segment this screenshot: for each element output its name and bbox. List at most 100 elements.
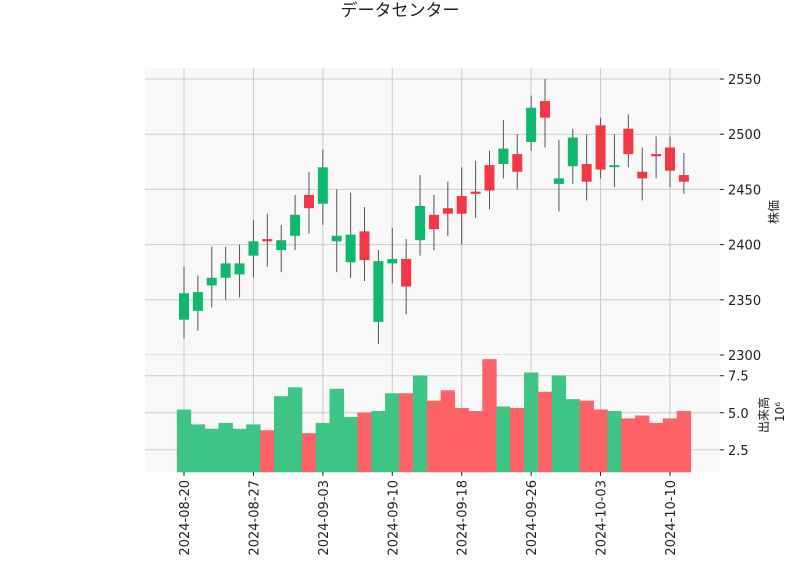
- volume-bar: [454, 408, 469, 473]
- volume-bar: [676, 411, 692, 473]
- price-tick-label: 2350: [728, 294, 761, 309]
- price-tick-label: 2550: [728, 73, 761, 88]
- volume-bar: [537, 391, 553, 473]
- candle-body: [651, 154, 662, 157]
- candle-body: [442, 208, 453, 214]
- candle-body: [540, 101, 551, 118]
- candle-body: [373, 261, 384, 322]
- volume-bar: [565, 399, 580, 473]
- price-panel-background: [145, 68, 720, 355]
- candle-body: [317, 167, 328, 204]
- volume-bar: [357, 412, 372, 473]
- volume-bar: [260, 430, 275, 473]
- candle-body: [290, 214, 301, 236]
- candle-body: [512, 154, 523, 172]
- x-axis: 2024-08-20 2024-08-27 2024-09-03 2024-09-10…: [178, 472, 679, 556]
- volume-bar: [176, 409, 192, 473]
- candle-body: [276, 240, 287, 251]
- x-tick-label: 2024-10-10: [664, 480, 679, 556]
- candle-body: [470, 191, 481, 194]
- candle-body: [665, 147, 675, 171]
- volume-bar: [385, 393, 400, 473]
- candle-body: [331, 235, 342, 242]
- candle-body: [179, 293, 189, 320]
- candle-body: [206, 277, 217, 286]
- volume-bar: [523, 372, 539, 473]
- chart-title: データセンター: [341, 0, 460, 21]
- x-tick-label: 2024-10-03: [595, 480, 610, 556]
- price-tick-label: 2300: [728, 349, 761, 364]
- volume-bar: [551, 375, 567, 473]
- volume-bar: [398, 393, 414, 473]
- volume-bar: [662, 418, 678, 473]
- volume-bar: [204, 428, 219, 473]
- candle-body: [553, 178, 564, 184]
- candle-body: [567, 137, 578, 167]
- candle-body: [623, 128, 634, 155]
- volume-bar: [274, 396, 289, 473]
- candle-body: [192, 292, 203, 311]
- volume-bar: [329, 388, 344, 473]
- volume-bar: [635, 415, 650, 473]
- x-tick-label: 2024-08-20: [178, 480, 193, 556]
- volume-bar: [246, 424, 261, 473]
- candle-body: [220, 263, 231, 278]
- volume-bar: [648, 422, 664, 473]
- candle-body: [637, 171, 648, 179]
- volume-bar: [468, 411, 483, 473]
- volume-bar: [287, 387, 303, 473]
- volume-bar: [426, 400, 442, 473]
- x-tick-label: 2024-09-18: [456, 480, 471, 556]
- volume-bar: [371, 411, 386, 473]
- candle-body: [678, 175, 689, 182]
- candle-body: [262, 239, 273, 242]
- volume-bar: [482, 359, 497, 473]
- volume-multiplier-label: 10⁶: [773, 402, 787, 422]
- candle-body: [498, 148, 509, 165]
- price-tick-label: 2500: [728, 128, 761, 143]
- volume-bar: [315, 422, 331, 473]
- volume-bar: [496, 406, 511, 473]
- candle-body: [526, 107, 537, 142]
- candle-body: [359, 231, 370, 261]
- price-tick-label: 2400: [728, 239, 761, 254]
- volume-tick-label: 2.5: [728, 444, 749, 459]
- volume-bar: [593, 409, 608, 473]
- volume-tick-label: 7.5: [728, 370, 749, 385]
- candle-body: [581, 164, 592, 182]
- volume-axis-label: 出来高: [756, 397, 771, 433]
- x-tick-label: 2024-08-27: [247, 480, 262, 556]
- candle-body: [484, 165, 495, 191]
- candle-body: [248, 241, 259, 256]
- volume-bar: [621, 418, 636, 473]
- candle-body: [595, 125, 606, 170]
- candle-body: [609, 165, 620, 168]
- volume-bar: [343, 416, 358, 473]
- volume-bar: [412, 375, 428, 473]
- price-panel: 2300 2350 2400 2450 2500 2550: [145, 68, 761, 364]
- volume-bar: [579, 400, 594, 473]
- volume-bar: [510, 408, 525, 473]
- candle-body: [401, 258, 412, 287]
- x-tick-label: 2024-09-10: [386, 480, 401, 556]
- candle-body: [303, 194, 314, 209]
- volume-tick-label: 5.0: [728, 407, 749, 422]
- volume-bar: [232, 428, 247, 473]
- volume-bar: [218, 422, 233, 473]
- volume-panel: 2.5 5.0 7.5: [145, 355, 749, 473]
- volume-bar: [440, 390, 456, 473]
- x-tick-label: 2024-09-03: [317, 480, 332, 556]
- x-tick-label: 2024-09-26: [525, 480, 540, 556]
- volume-bar: [190, 424, 206, 473]
- candle-body: [415, 205, 426, 241]
- volume-bar: [301, 433, 317, 473]
- candle-body: [345, 234, 356, 263]
- price-tick-label: 2450: [728, 183, 761, 198]
- volume-bar: [607, 411, 622, 473]
- candle-body: [387, 258, 398, 264]
- candle-body: [456, 196, 467, 214]
- candle-body: [234, 263, 245, 275]
- price-axis-label: 株価: [766, 200, 781, 224]
